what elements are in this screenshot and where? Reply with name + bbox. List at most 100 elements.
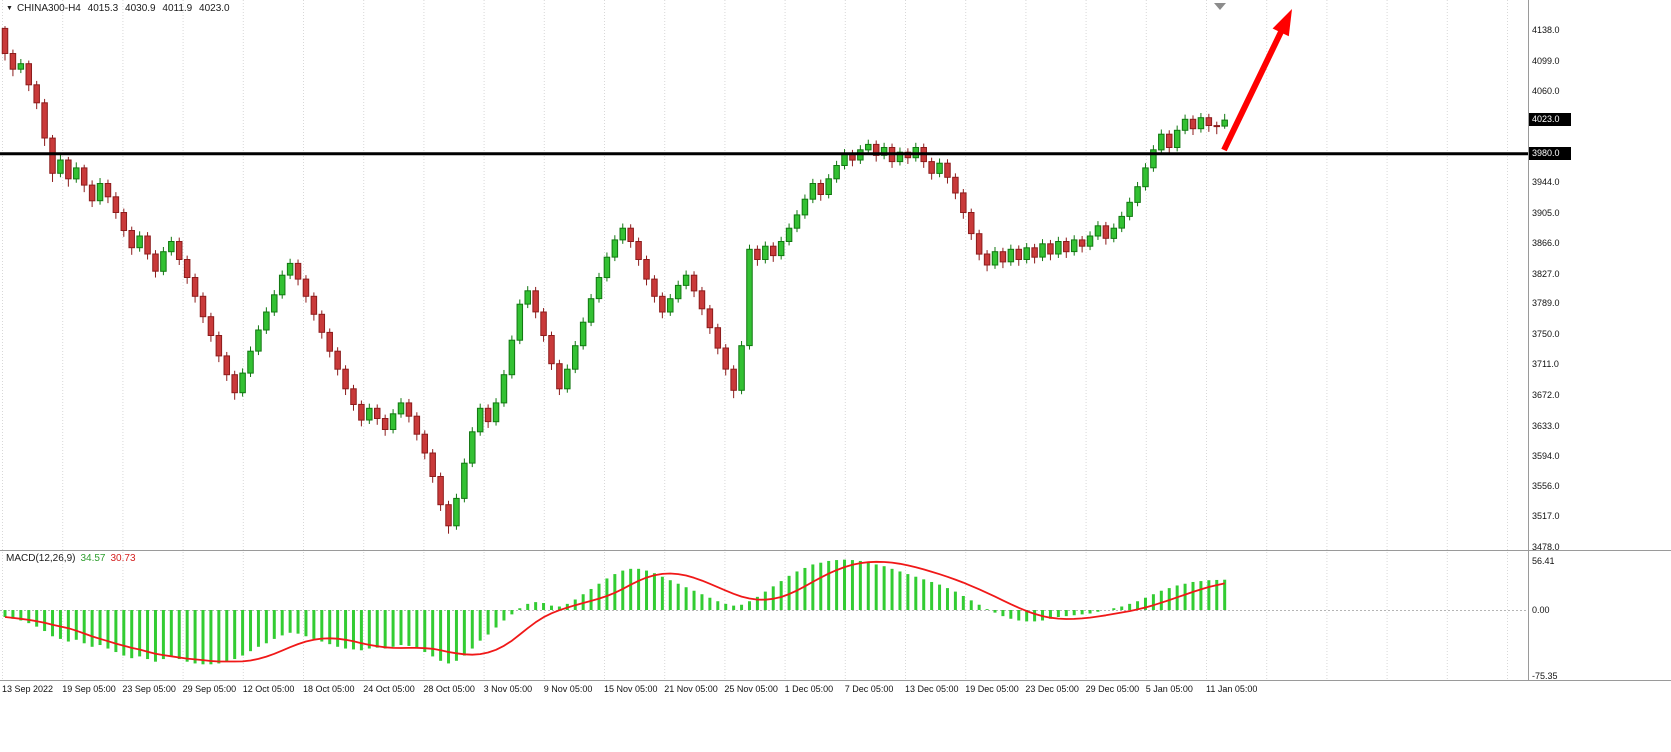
candle-body: [991, 251, 999, 266]
candle-body: [564, 368, 571, 390]
price-axis-label: 3672.0: [1532, 390, 1560, 401]
price-axis-label: 3750.0: [1532, 328, 1560, 339]
price-axis-label: 3556.0: [1532, 480, 1560, 491]
price-axis-label: 3944.0: [1532, 176, 1560, 187]
candle-body: [239, 372, 246, 394]
time-axis-label: 13 Dec 05:00: [905, 684, 959, 694]
candle-body: [706, 308, 714, 329]
macd-signal-line: [4, 560, 1225, 663]
candle-body: [611, 239, 619, 258]
candle-body: [651, 278, 658, 297]
candle-body: [674, 284, 682, 300]
candle-body: [144, 235, 151, 255]
candle-body: [96, 183, 104, 202]
candle-body: [1150, 149, 1157, 169]
candle-body: [967, 212, 975, 235]
trend-arrow-shaft[interactable]: [1221, 29, 1285, 152]
candle-body: [429, 452, 436, 477]
candle-body: [500, 374, 508, 404]
one-click-trading-toggle-icon[interactable]: ▼: [6, 4, 13, 12]
trend-arrow[interactable]: [1221, 9, 1292, 152]
candle-body: [1173, 129, 1181, 149]
candle-body: [516, 303, 524, 341]
candle-body: [936, 162, 943, 174]
candle-body: [413, 415, 421, 435]
candle-body: [1189, 118, 1197, 130]
candle-body: [302, 278, 310, 297]
candle-body: [33, 84, 40, 104]
time-axis-label: 1 Dec 05:00: [784, 684, 834, 694]
candle-body: [223, 355, 231, 376]
candle-body: [373, 407, 381, 419]
candle-body: [769, 245, 777, 257]
candle-body: [714, 327, 722, 349]
candle-body: [80, 167, 88, 186]
candle-body: [587, 298, 595, 323]
candle-body: [944, 162, 951, 178]
trend-arrow-head[interactable]: [1272, 9, 1292, 37]
candle-body: [928, 161, 935, 174]
candle-body: [817, 183, 825, 195]
candle-body: [120, 212, 128, 231]
time-axis-label: 13 Sep 2022: [2, 684, 54, 694]
candle-body: [128, 230, 135, 249]
candle-body: [524, 290, 531, 305]
candle-body: [247, 350, 254, 374]
candle-body: [215, 335, 223, 357]
price-axis-label: 3517.0: [1532, 511, 1560, 522]
candle-body: [191, 277, 199, 297]
candle-body: [318, 313, 326, 333]
time-axis-label: 25 Nov 05:00: [724, 684, 778, 694]
candle-body: [41, 102, 48, 139]
candle-body: [643, 259, 650, 280]
candle-body: [1023, 247, 1030, 261]
price-axis-label: 3905.0: [1532, 207, 1560, 218]
candle-body: [286, 262, 294, 276]
candle-body: [746, 248, 753, 347]
candle-body: [975, 233, 983, 255]
candle-body: [571, 345, 579, 370]
candle-body: [231, 374, 238, 394]
candle-body: [389, 413, 397, 430]
candle-body: [722, 347, 729, 370]
candle-body: [1158, 133, 1165, 151]
candle-body: [983, 253, 991, 266]
candle-body: [112, 196, 120, 214]
candle-body: [659, 295, 666, 313]
time-axis-label: 28 Oct 05:00: [423, 684, 475, 694]
candle-body: [777, 241, 785, 257]
candle-body: [627, 227, 634, 242]
candle-body: [865, 143, 872, 151]
candle-body: [1213, 125, 1221, 128]
candle-body: [476, 407, 484, 433]
candle-body: [1039, 243, 1046, 258]
candle-body: [1015, 248, 1023, 261]
candle-body: [104, 183, 112, 198]
candle-body: [263, 311, 270, 331]
candle-body: [1094, 225, 1102, 237]
candle-body: [1102, 225, 1110, 239]
candle-body: [437, 476, 444, 506]
candle-body: [160, 251, 167, 272]
pane-separators: [0, 0, 1671, 681]
candle-body: [579, 321, 587, 347]
candle-body: [872, 143, 880, 156]
candle-body: [896, 151, 904, 163]
price-axis-label: 3711.0: [1532, 359, 1559, 370]
candle-body: [381, 418, 389, 430]
candle-body: [358, 403, 365, 421]
macd-axis-label: -75.35: [1532, 671, 1558, 681]
candle-body: [556, 363, 563, 390]
candle-body: [461, 462, 468, 499]
candle-body: [801, 198, 809, 216]
macd-signal-line: [4, 560, 1225, 663]
candle-body: [762, 245, 769, 260]
candle-body: [999, 251, 1007, 263]
candle-body: [271, 294, 278, 313]
candle-body: [1007, 248, 1015, 263]
candle-body: [667, 298, 674, 313]
candle-body: [168, 241, 175, 253]
candle-body: [405, 402, 413, 417]
candle-body: [1055, 241, 1062, 255]
